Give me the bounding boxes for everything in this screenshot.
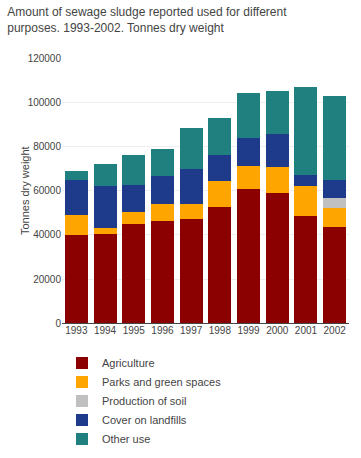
svg-text:40000: 40000 — [33, 229, 61, 240]
svg-text:60000: 60000 — [33, 185, 61, 196]
svg-text:1999: 1999 — [237, 325, 260, 336]
svg-text:Agriculture: Agriculture — [102, 357, 155, 369]
svg-text:Cover on landfills: Cover on landfills — [102, 414, 187, 426]
svg-text:100000: 100000 — [28, 97, 62, 108]
svg-text:2002: 2002 — [324, 325, 347, 336]
svg-text:1994: 1994 — [94, 325, 117, 336]
svg-text:2000: 2000 — [266, 325, 289, 336]
svg-text:Tonnes dry weight: Tonnes dry weight — [19, 146, 31, 235]
svg-text:120000: 120000 — [28, 53, 62, 64]
svg-text:80000: 80000 — [33, 141, 61, 152]
svg-text:1998: 1998 — [209, 325, 232, 336]
svg-text:1995: 1995 — [123, 325, 146, 336]
svg-text:1996: 1996 — [151, 325, 174, 336]
svg-text:1993: 1993 — [65, 325, 88, 336]
svg-text:2001: 2001 — [295, 325, 318, 336]
svg-text:1997: 1997 — [180, 325, 203, 336]
svg-text:Parks and green spaces: Parks and green spaces — [102, 376, 221, 388]
svg-text:Production of soil: Production of soil — [102, 395, 186, 407]
svg-text:0: 0 — [55, 318, 61, 329]
svg-text:20000: 20000 — [33, 274, 61, 285]
svg-text:Other use: Other use — [102, 433, 150, 445]
svg-text:Amount of sewage sludge report: Amount of sewage sludge reported used fo… — [7, 5, 287, 35]
